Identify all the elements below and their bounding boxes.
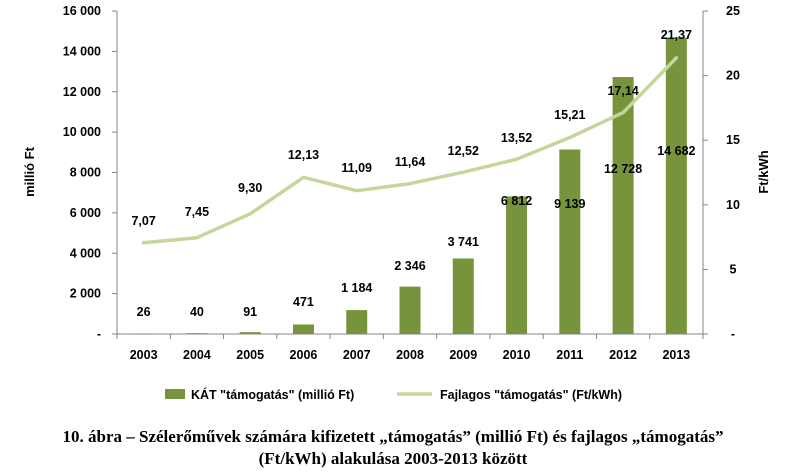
line-data-label: 7,45 xyxy=(185,205,209,219)
line-data-label: 11,64 xyxy=(395,155,426,169)
line-data-label: 11,09 xyxy=(341,161,372,175)
line-series xyxy=(141,56,679,245)
bar xyxy=(239,332,261,334)
x-tick-label: 2003 xyxy=(130,348,158,362)
y-tick-label: 12 000 xyxy=(63,85,101,99)
bar-data-label: 40 xyxy=(190,305,204,319)
x-tick-label: 2009 xyxy=(449,348,477,362)
legend: KÁT "támogatás" (millió Ft) Fajlagos "tá… xyxy=(165,387,622,402)
caption-line-2: (Ft/kWh) alakulása 2003-2013 között xyxy=(258,449,528,468)
bar-data-label: 12 728 xyxy=(604,162,642,176)
y-tick-label: 4 000 xyxy=(70,246,101,260)
bar-data-label: 2 346 xyxy=(394,259,425,273)
line-data-label: 9,30 xyxy=(238,181,262,195)
y-tick-label: 2 000 xyxy=(70,287,101,301)
x-tick-label: 2006 xyxy=(290,348,318,362)
x-tick-label: 2013 xyxy=(662,348,690,362)
x-tick-label: 2010 xyxy=(503,348,531,362)
line-data-label: 15,21 xyxy=(554,108,585,122)
x-tick-label: 2007 xyxy=(343,348,371,362)
x-tick-label: 2011 xyxy=(556,348,583,362)
y2-tick-label: 15 xyxy=(726,133,740,147)
bar-data-label: 26 xyxy=(137,305,151,319)
bar xyxy=(346,310,368,334)
legend-label-line: Fajlagos "támogatás" (Ft/kWh) xyxy=(440,388,622,402)
bar xyxy=(186,333,208,334)
bar xyxy=(399,286,421,334)
bar-data-label: 9 139 xyxy=(554,197,585,211)
bar xyxy=(665,37,687,335)
legend-swatch-bar xyxy=(165,389,185,399)
bar xyxy=(452,258,474,334)
data-labels: 26 40 91 471 1 184 2 346 3 741 6 812 9 139 12 728… xyxy=(131,28,695,319)
legend-label-bar: KÁT "támogatás" (millió Ft) xyxy=(191,387,354,402)
y-axis-title: millió Ft xyxy=(22,146,37,197)
line-data-label: 17,14 xyxy=(607,84,638,98)
bar-data-label: 91 xyxy=(243,305,257,319)
combo-chart: 26 40 91 471 1 184 2 346 3 741 6 812 9 139 12 728… xyxy=(22,4,771,402)
line-data-label: 12,52 xyxy=(448,144,479,158)
tick-labels: - 2 000 4 000 6 000 8 000 10 000 12 000 14 000 1… xyxy=(63,4,740,362)
y2-axis-title: Ft/kWh xyxy=(756,150,771,193)
bar xyxy=(612,77,634,334)
bar-data-label: 6 812 xyxy=(501,194,532,208)
bar-data-label: 1 184 xyxy=(341,281,372,295)
y2-tick-label: 5 xyxy=(730,262,737,276)
bar-series xyxy=(133,37,687,335)
bar xyxy=(559,149,581,334)
bar-data-label: 14 682 xyxy=(657,144,695,158)
line-data-label: 7,07 xyxy=(131,214,155,228)
bar xyxy=(506,196,528,334)
x-tick-label: 2004 xyxy=(183,348,211,362)
line-path xyxy=(141,56,679,245)
x-tick-label: 2012 xyxy=(609,348,637,362)
figure-caption: 10. ábra – Szélerőművek számára kifizete… xyxy=(0,426,786,470)
bar-data-label: 3 741 xyxy=(448,235,479,249)
y2-tick-label: 25 xyxy=(726,4,740,18)
x-tick-label: 2005 xyxy=(236,348,264,362)
y-tick-label: - xyxy=(97,327,101,341)
caption-line-1: 10. ábra – Szélerőművek számára kifizete… xyxy=(62,427,724,446)
bar-data-label: 471 xyxy=(293,295,314,309)
y2-tick-label: 10 xyxy=(726,198,740,212)
y2-tick-label: 20 xyxy=(726,69,740,83)
y2-tick-label: - xyxy=(731,327,735,341)
x-tick-label: 2008 xyxy=(396,348,424,362)
line-data-label: 13,52 xyxy=(501,131,532,145)
y-tick-label: 6 000 xyxy=(70,206,101,220)
line-data-label: 12,13 xyxy=(288,148,319,162)
y-tick-label: 16 000 xyxy=(63,4,101,18)
bar xyxy=(292,324,314,334)
y-tick-label: 10 000 xyxy=(63,125,101,139)
bar xyxy=(133,333,155,335)
y-tick-label: 8 000 xyxy=(70,166,101,180)
y-tick-label: 14 000 xyxy=(63,44,101,58)
line-data-label: 21,37 xyxy=(661,28,692,42)
